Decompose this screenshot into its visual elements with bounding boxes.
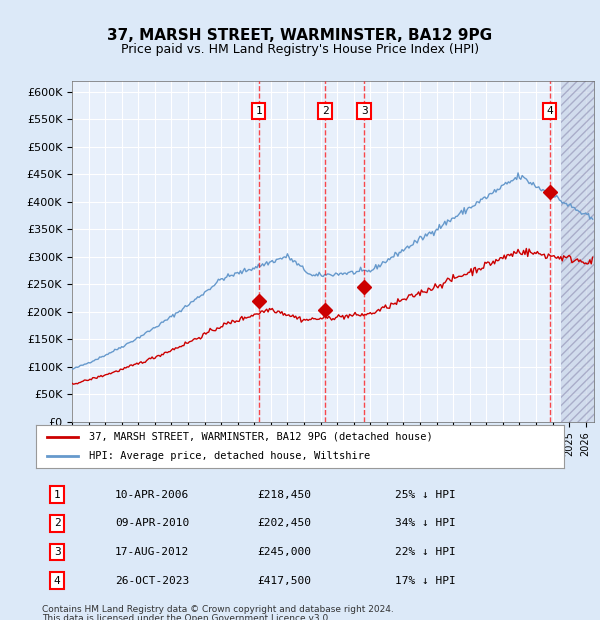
Text: Price paid vs. HM Land Registry's House Price Index (HPI): Price paid vs. HM Land Registry's House … <box>121 43 479 56</box>
Text: 37, MARSH STREET, WARMINSTER, BA12 9PG (detached house): 37, MARSH STREET, WARMINSTER, BA12 9PG (… <box>89 432 433 442</box>
Text: 17-AUG-2012: 17-AUG-2012 <box>115 547 190 557</box>
Text: 22% ↓ HPI: 22% ↓ HPI <box>395 547 456 557</box>
Text: 34% ↓ HPI: 34% ↓ HPI <box>395 518 456 528</box>
Text: 4: 4 <box>54 575 61 585</box>
Text: 2: 2 <box>54 518 61 528</box>
Text: 09-APR-2010: 09-APR-2010 <box>115 518 190 528</box>
Text: £417,500: £417,500 <box>258 575 312 585</box>
Text: 3: 3 <box>54 547 61 557</box>
Text: £218,450: £218,450 <box>258 490 312 500</box>
Text: 10-APR-2006: 10-APR-2006 <box>115 490 190 500</box>
Text: 25% ↓ HPI: 25% ↓ HPI <box>395 490 456 500</box>
Text: 2: 2 <box>322 106 328 116</box>
Text: Contains HM Land Registry data © Crown copyright and database right 2024.: Contains HM Land Registry data © Crown c… <box>42 604 394 614</box>
Text: £202,450: £202,450 <box>258 518 312 528</box>
Text: 1: 1 <box>256 106 262 116</box>
Text: This data is licensed under the Open Government Licence v3.0.: This data is licensed under the Open Gov… <box>42 614 331 620</box>
Text: 17% ↓ HPI: 17% ↓ HPI <box>395 575 456 585</box>
Text: HPI: Average price, detached house, Wiltshire: HPI: Average price, detached house, Wilt… <box>89 451 370 461</box>
Bar <box>561 81 594 422</box>
Text: £245,000: £245,000 <box>258 547 312 557</box>
Text: 26-OCT-2023: 26-OCT-2023 <box>115 575 190 585</box>
Text: 4: 4 <box>546 106 553 116</box>
Text: 1: 1 <box>54 490 61 500</box>
Text: 3: 3 <box>361 106 368 116</box>
Text: 37, MARSH STREET, WARMINSTER, BA12 9PG: 37, MARSH STREET, WARMINSTER, BA12 9PG <box>107 28 493 43</box>
